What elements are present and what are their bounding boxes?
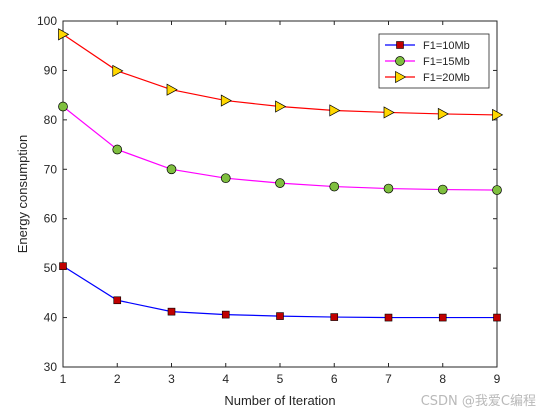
y-tick-label: 40: [44, 311, 58, 325]
y-tick-label: 100: [37, 14, 57, 28]
y-tick-label: 30: [44, 360, 58, 374]
data-point: [112, 64, 124, 78]
data-point: [329, 104, 341, 117]
x-tick-label: 5: [277, 372, 284, 386]
x-tick-label: 8: [439, 372, 446, 386]
data-point: [167, 307, 176, 316]
series-1: [59, 262, 501, 322]
x-tick-label: 7: [385, 372, 392, 386]
data-point: [59, 262, 67, 270]
data-point: [275, 100, 287, 113]
y-tick-label: 60: [44, 212, 58, 226]
legend-marker: [395, 56, 405, 66]
legend-marker: [396, 41, 404, 49]
x-tick-label: 4: [222, 372, 229, 386]
y-axis-label: Energy consumption: [15, 135, 30, 254]
legend-item: F1=20Mb: [385, 70, 470, 84]
x-tick-label: 6: [331, 372, 338, 386]
data-point: [166, 83, 178, 96]
data-point: [437, 107, 449, 121]
data-point: [58, 101, 68, 112]
data-point: [438, 313, 447, 322]
y-tick-label: 70: [44, 162, 58, 176]
x-tick-label: 1: [60, 372, 67, 386]
data-point: [493, 313, 501, 322]
legend-label: F1=10Mb: [423, 40, 470, 52]
data-point: [275, 178, 285, 188]
y-tick-label: 50: [44, 261, 58, 275]
data-point: [329, 181, 340, 192]
legend-marker: [395, 70, 407, 84]
data-point: [492, 185, 502, 195]
data-point: [221, 310, 230, 319]
x-tick-label: 9: [494, 372, 501, 386]
y-tick-label: 90: [44, 63, 58, 77]
data-point: [330, 313, 339, 321]
data-point: [58, 28, 70, 41]
legend: F1=10Mb F1=15Mb F1=20Mb: [378, 33, 490, 89]
data-point: [384, 313, 393, 322]
legend-label: F1=15Mb: [423, 56, 470, 68]
legend-item: F1=15Mb: [385, 56, 470, 68]
data-point: [383, 183, 394, 194]
watermark: CSDN @我爱C编程: [420, 394, 536, 409]
data-point: [492, 108, 504, 122]
data-point: [220, 94, 232, 107]
data-point: [113, 296, 122, 305]
series-2: [58, 101, 502, 195]
x-axis-label: Number of Iteration: [224, 393, 335, 408]
x-tick-label: 2: [114, 372, 121, 386]
data-point: [112, 144, 123, 155]
axis-ticks: 1 2 3 4 5 6 7 8 9 30 40 50 60 70 80 90 100: [37, 14, 501, 386]
x-tick-label: 3: [168, 372, 175, 386]
y-tick-label: 80: [44, 113, 58, 127]
data-point: [437, 184, 448, 195]
legend-item: F1=10Mb: [385, 40, 470, 52]
data-point: [166, 164, 177, 175]
series-3: [58, 28, 504, 122]
data-point: [383, 106, 395, 119]
data-point: [220, 173, 231, 184]
data-point: [276, 312, 284, 320]
series-group: [58, 28, 504, 322]
legend-label: F1=20Mb: [423, 72, 470, 84]
